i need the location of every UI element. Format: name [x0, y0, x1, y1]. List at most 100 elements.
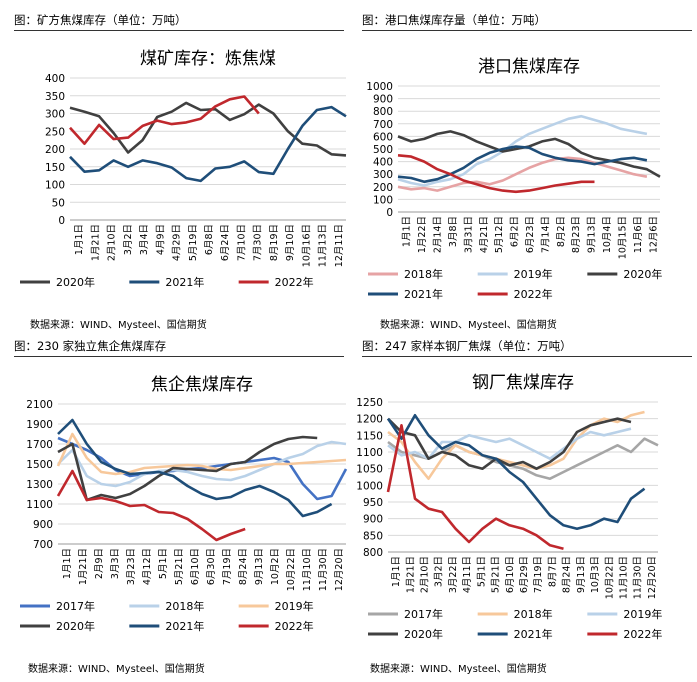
y-tick-label: 1500	[26, 459, 53, 471]
y-tick-label: 700	[373, 119, 393, 131]
x-tick-label: 6月10日	[505, 556, 516, 593]
y-tick-label: 400	[45, 73, 65, 85]
y-tick-label: 1050	[356, 464, 383, 476]
series-line	[57, 418, 333, 518]
series-line	[386, 423, 564, 550]
series-line	[386, 413, 646, 530]
series-line	[397, 156, 648, 192]
series-line	[57, 440, 347, 488]
x-tick-label: 12月11日	[334, 224, 345, 267]
x-tick-label: 11月10日	[302, 548, 313, 591]
y-tick-label: 300	[373, 169, 393, 181]
y-tick-label: 200	[45, 144, 65, 156]
title-divider	[14, 356, 344, 357]
legend-label: 2018年	[404, 267, 443, 281]
x-tick-label: 3月4日	[139, 224, 150, 255]
x-tick-label: 10月3日	[590, 556, 601, 593]
y-tick-label: 1100	[356, 447, 383, 459]
y-tick-label: 100	[373, 194, 393, 206]
legend-label: 2020年	[56, 275, 95, 289]
x-tick-label: 3月8日	[448, 216, 459, 247]
x-tick-label: 1月1日	[391, 556, 402, 587]
y-tick-label: 1000	[366, 81, 393, 93]
series-line	[56, 469, 246, 542]
series-line	[57, 435, 318, 502]
x-tick-label: 9月13日	[254, 548, 265, 585]
x-tick-label: 5月12日	[494, 216, 505, 253]
x-tick-label: 10月16日	[301, 224, 312, 267]
x-tick-label: 10月22日	[286, 548, 297, 591]
x-tick-label: 5月19日	[188, 224, 199, 261]
legend-label: 2017年	[404, 607, 443, 621]
y-tick-label: 250	[45, 126, 65, 138]
y-tick-label: 1000	[356, 480, 383, 492]
x-tick-label: 8月23日	[571, 216, 582, 253]
x-tick-label: 7月19日	[533, 556, 544, 593]
y-tick-label: 900	[363, 514, 383, 526]
chart-title: 煤矿库存：炼焦煤	[140, 49, 276, 69]
x-tick-label: 1月22日	[417, 216, 428, 253]
series-line	[69, 105, 347, 183]
y-tick-label: 2100	[26, 399, 53, 411]
x-tick-label: 2月10日	[420, 556, 431, 593]
y-tick-label: 900	[33, 519, 53, 531]
y-tick-label: 1150	[356, 430, 383, 442]
x-tick-label: 12月20日	[647, 556, 658, 599]
y-tick-label: 600	[373, 131, 393, 143]
chart-panel-coal-mine: 图：矿方焦煤库存（单位：万吨） 煤矿库存：炼焦煤 0 50 100 150 200 250 3…	[0, 0, 348, 331]
legend-label: 2021年	[514, 627, 553, 641]
chart-svg: 钢厂焦煤库存 800 850 900 950 1000 1050 1100 1150 1200 12…	[356, 373, 662, 641]
y-tick-label: 1250	[356, 397, 383, 409]
y-tick-label: 0	[58, 215, 65, 227]
data-source: 数据来源：WIND、Mysteel、国信期货	[28, 664, 205, 675]
y-tick-label: 150	[45, 162, 65, 174]
data-source: 数据来源：WIND、Mysteel、国信期货	[370, 664, 547, 675]
y-tick-label: 1700	[26, 439, 53, 451]
chart-svg: 焦企焦煤库存 700 900 1100 1300 1500 1700 1900 2100 1月1日…	[20, 375, 348, 633]
legend-label: 2022年	[275, 275, 314, 289]
series-line	[397, 114, 648, 187]
legend-label: 2020年	[623, 267, 662, 281]
x-tick-label: 11月10日	[618, 556, 629, 599]
x-tick-label: 5月1日	[476, 556, 487, 587]
x-tick-label: 10月4日	[602, 216, 613, 253]
x-tick-label: 7月14日	[540, 216, 551, 253]
x-tick-label: 2月9日	[94, 548, 105, 579]
x-tick-label: 5月21日	[174, 548, 185, 585]
y-tick-label: 500	[373, 144, 393, 156]
x-tick-label: 10月15日	[617, 216, 628, 259]
legend-label: 2019年	[275, 599, 314, 613]
x-tick-label: 11月6日	[633, 216, 644, 253]
title-divider	[362, 356, 692, 357]
title-divider	[362, 30, 692, 31]
series-line	[387, 417, 632, 470]
y-tick-label: 200	[373, 182, 393, 194]
legend-label: 2019年	[514, 267, 553, 281]
x-tick-label: 10月2日	[270, 548, 281, 585]
y-tick-label: 700	[33, 539, 53, 551]
x-tick-label: 4月9日	[155, 224, 166, 255]
y-tick-label: 900	[373, 94, 393, 106]
legend-label: 2022年	[623, 627, 662, 641]
panel-title: 图：矿方焦煤库存（单位：万吨）	[14, 13, 187, 27]
x-tick-label: 11月13日	[318, 224, 329, 267]
chart-panel-port: 图：港口焦煤库存量（单位：万吨） 港口焦煤库存 0 100 200 300 400 500 6…	[348, 0, 697, 331]
x-tick-label: 5月21日	[491, 556, 502, 593]
x-tick-label: 6月29日	[519, 556, 530, 593]
x-tick-label: 9月13日	[576, 556, 587, 593]
x-tick-label: 5月1日	[158, 548, 169, 579]
chart-svg: 煤矿库存：炼焦煤 0 50 100 150 200 250 300 350 400 1月1日 1月21…	[20, 49, 347, 289]
series-line	[57, 436, 348, 501]
y-tick-label: 100	[45, 180, 65, 192]
x-tick-label: 3月2日	[123, 224, 134, 255]
y-tick-label: 300	[45, 109, 65, 121]
x-tick-label: 6月10日	[190, 548, 201, 585]
chart-panel-steel-mill: 图：247 家样本钢厂焦煤（单位：万吨） 钢厂焦煤库存 800 850 900 950 1…	[348, 330, 697, 682]
legend-label: 2021年	[165, 619, 204, 633]
x-tick-label: 12月6日	[648, 216, 659, 253]
x-tick-label: 9月13日	[587, 216, 598, 253]
chart-title: 钢厂焦煤库存	[472, 373, 574, 393]
y-tick-label: 800	[363, 547, 383, 559]
x-tick-label: 1月1日	[74, 224, 85, 255]
x-tick-label: 3月23日	[126, 548, 137, 585]
